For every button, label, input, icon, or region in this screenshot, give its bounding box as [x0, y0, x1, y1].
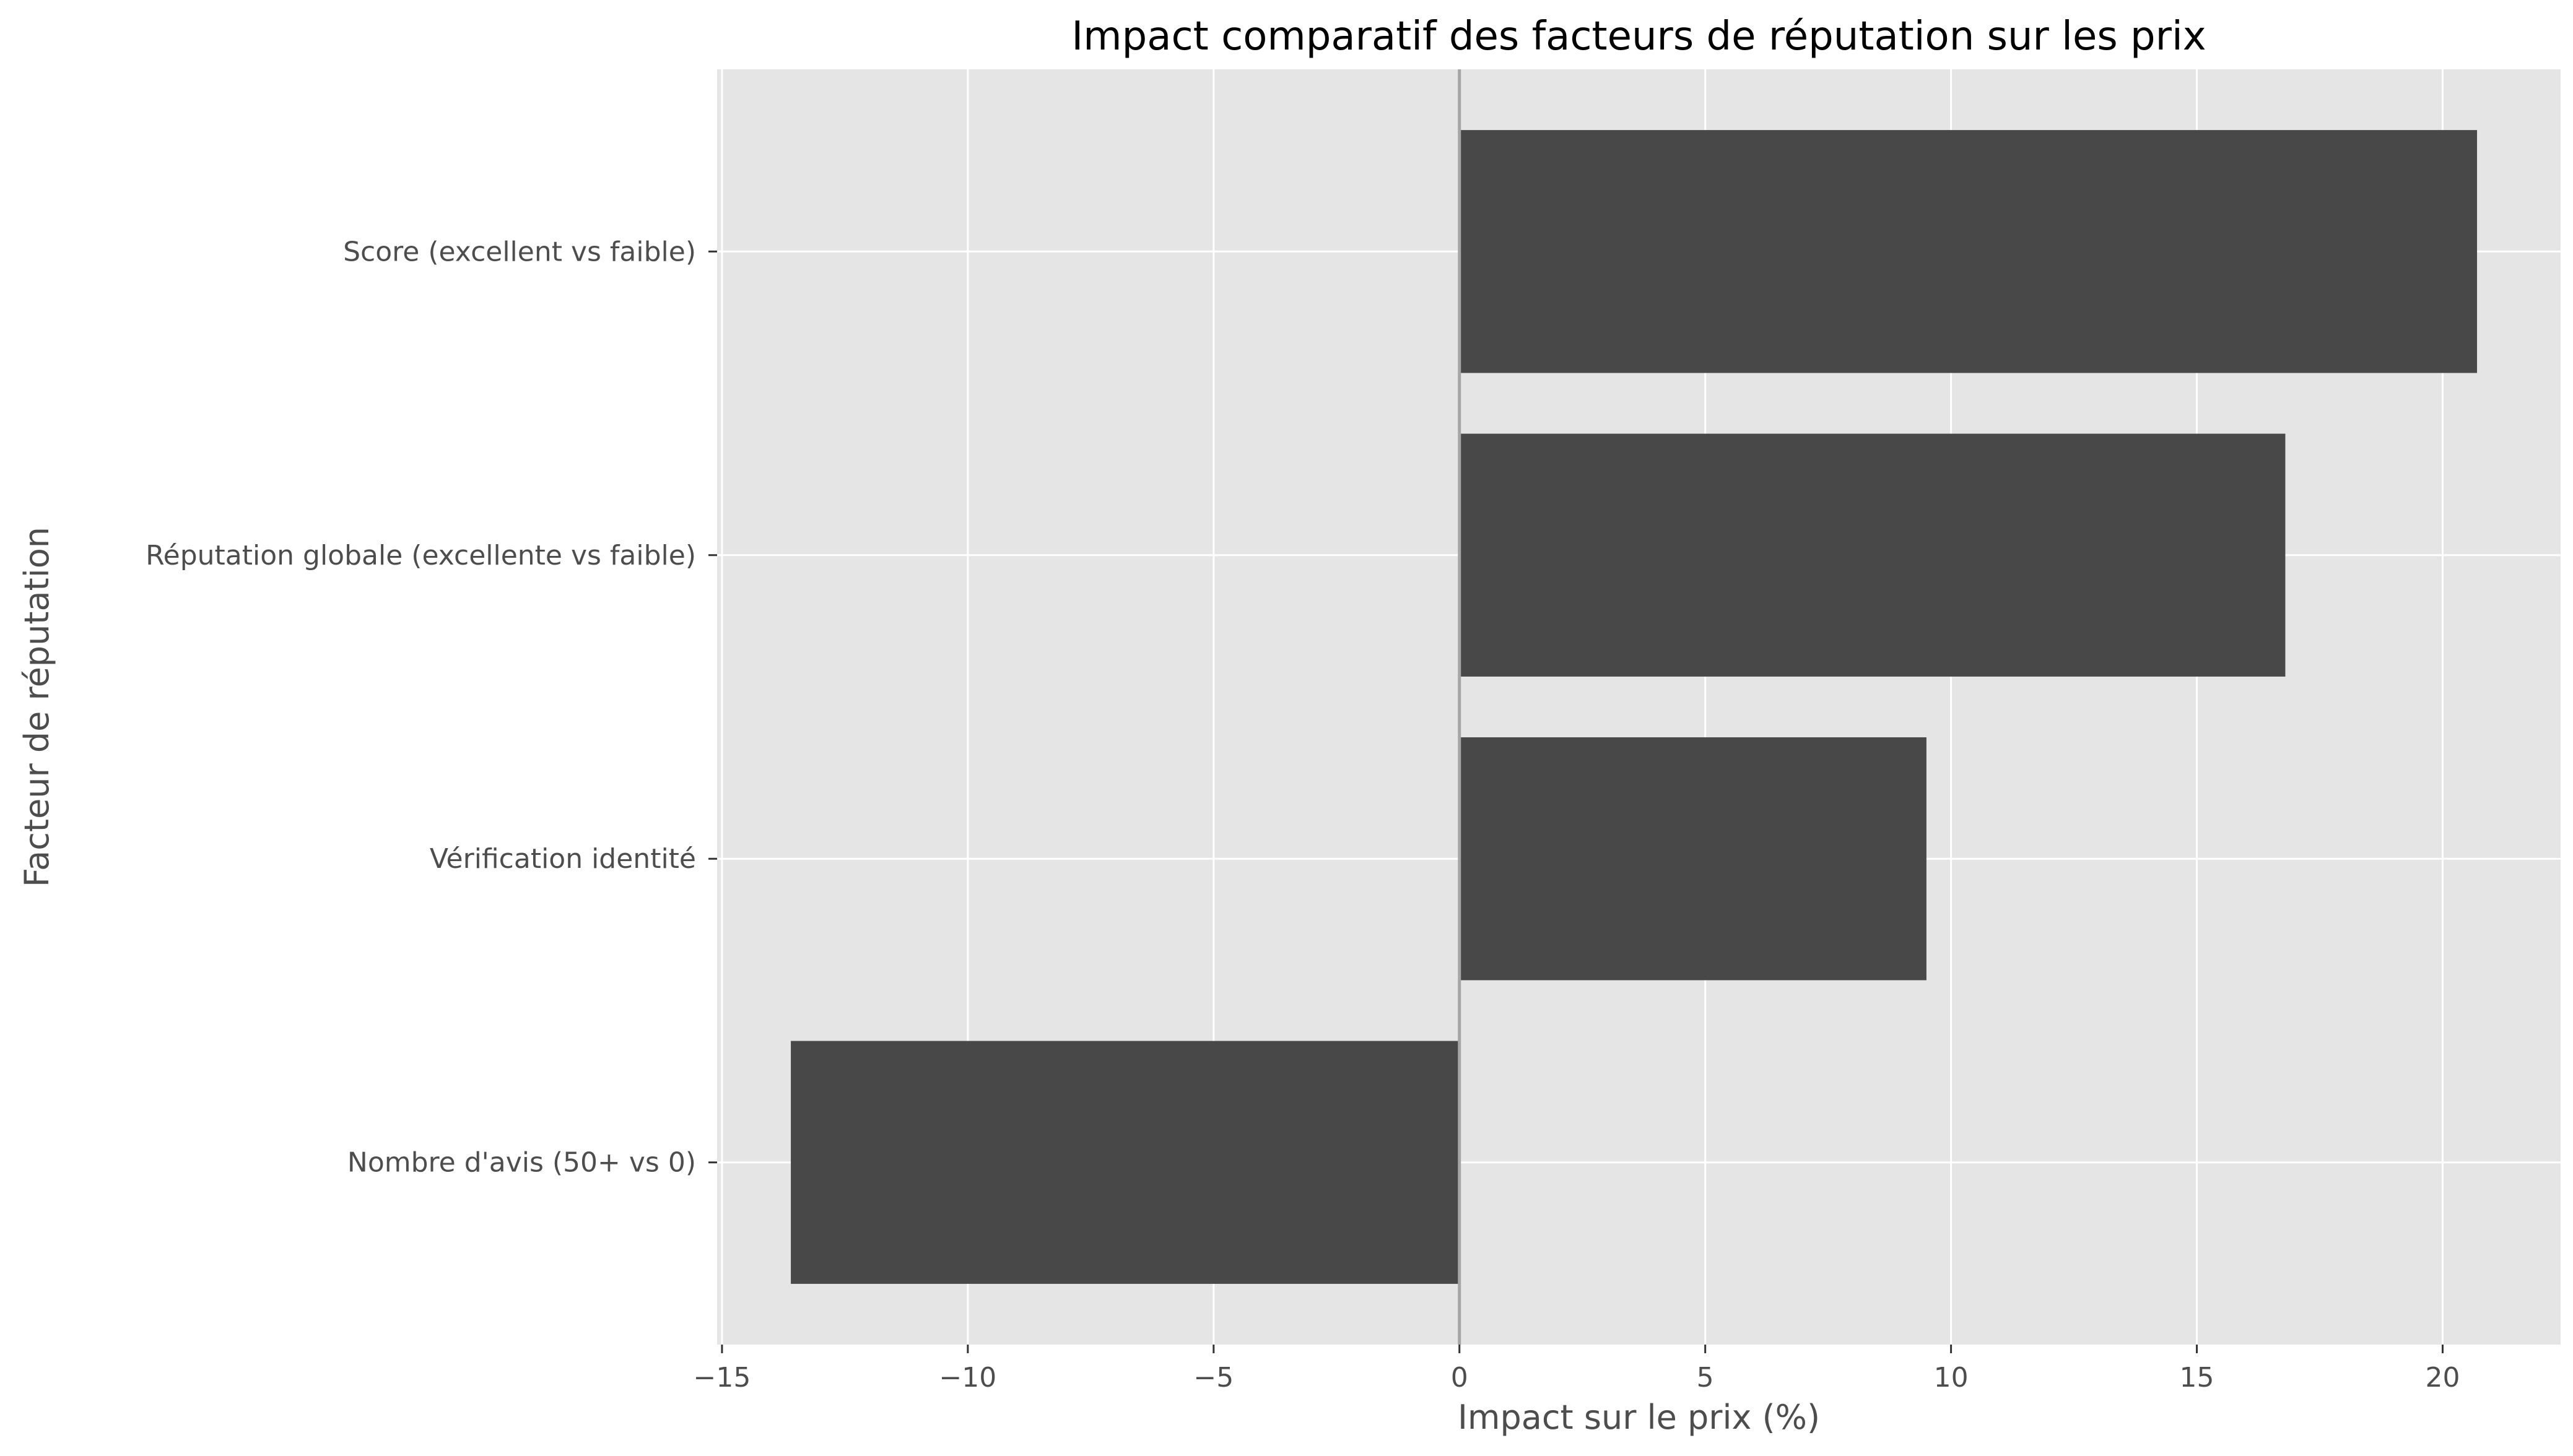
y-axis-label: Facteur de réputation	[17, 527, 56, 887]
x-tick-label: −10	[939, 1362, 996, 1393]
bars	[791, 130, 2478, 1284]
bar	[1459, 130, 2478, 373]
chart-title: Impact comparatif des facteurs de réputa…	[1071, 14, 2206, 59]
x-tick-label: −15	[694, 1362, 751, 1393]
bar	[1459, 433, 2286, 677]
x-tick-label: 5	[1697, 1362, 1714, 1393]
bar	[1459, 737, 1926, 981]
y-tick-label: Réputation globale (excellente vs faible…	[146, 540, 696, 571]
y-tick-label: Score (excellent vs faible)	[343, 236, 696, 267]
x-tick-label: 10	[1934, 1362, 1969, 1393]
x-tick-label: 0	[1451, 1362, 1468, 1393]
y-tick-label: Vérification identité	[430, 843, 696, 875]
x-tick-label: −5	[1193, 1362, 1234, 1393]
y-tick-label: Nombre d'avis (50+ vs 0)	[347, 1147, 696, 1179]
x-axis-label: Impact sur le prix (%)	[1458, 1398, 1820, 1437]
bar	[791, 1041, 1460, 1284]
x-tick-label: 20	[2425, 1362, 2460, 1393]
axis-ticks: −15 −10 −5 0 5 10 15 20 Score (excellent vs faib…	[146, 236, 2460, 1393]
x-tick-label: 15	[2180, 1362, 2214, 1393]
